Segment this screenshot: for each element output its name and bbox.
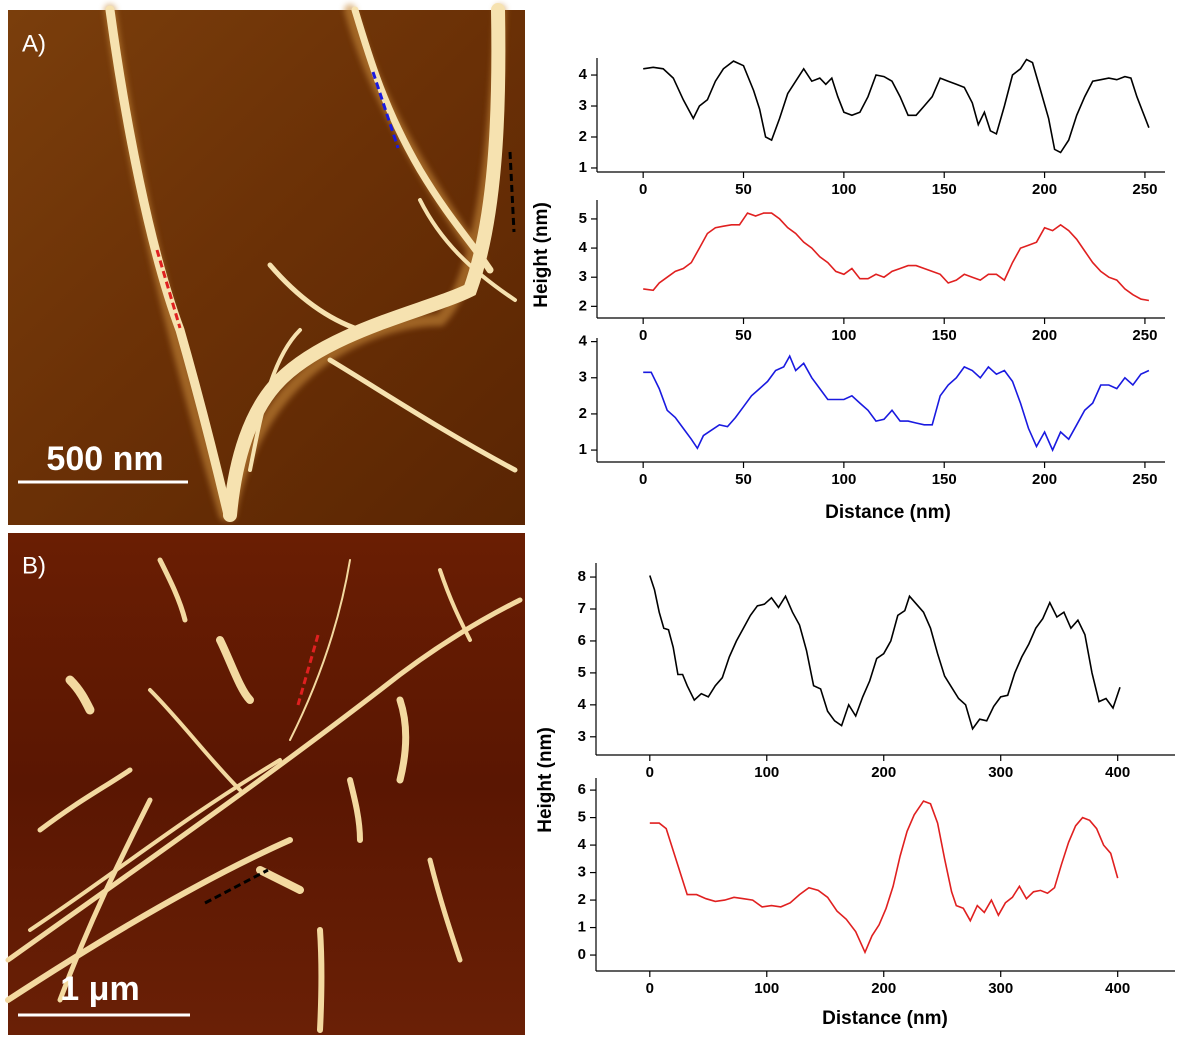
y-tick-label: 8: [578, 568, 586, 585]
line-series: [643, 60, 1149, 153]
x-tick-label: 100: [754, 764, 779, 781]
line-series: [650, 576, 1120, 729]
y-tick-label: 4: [579, 333, 588, 350]
x-tick-label: 0: [639, 471, 647, 488]
y-tick-label: 2: [578, 891, 586, 908]
y-tick-label: 4: [579, 66, 588, 83]
line-series: [643, 356, 1149, 450]
y-tick-label: 3: [579, 369, 587, 386]
y-tick-label: 1: [579, 441, 587, 458]
x-tick-label: 400: [1105, 980, 1130, 997]
x-tick-label: 250: [1132, 181, 1157, 198]
x-tick-label: 100: [754, 980, 779, 997]
y-tick-label: 2: [579, 405, 587, 422]
y-tick-label: 3: [578, 864, 586, 881]
panel-label: B): [22, 552, 46, 579]
x-tick-label: 100: [831, 471, 856, 488]
x-tick-label: 0: [646, 764, 654, 781]
x-tick-label: 200: [1032, 181, 1057, 198]
figure: A) B) 500 nm 1 μm Height (nm) Height (nm…: [0, 0, 1189, 1041]
x-tick-label: 200: [1032, 327, 1057, 344]
x-tick-label: 50: [735, 327, 752, 344]
afm-image-b: [8, 533, 525, 1035]
x-tick-label: 250: [1132, 327, 1157, 344]
x-tick-label: 150: [932, 471, 957, 488]
scale-bar-label: 500 nm: [46, 440, 163, 478]
x-tick-label: 250: [1132, 471, 1157, 488]
x-tick-label: 0: [646, 980, 654, 997]
x-tick-label: 200: [1032, 471, 1057, 488]
y-tick-label: 5: [578, 809, 586, 826]
x-tick-label: 300: [988, 764, 1013, 781]
y-tick-label: 3: [579, 268, 587, 285]
panel-label: A): [22, 30, 46, 57]
y-tick-label: 1: [579, 159, 587, 176]
y-tick-label: 4: [578, 696, 587, 713]
x-tick-label: 50: [735, 471, 752, 488]
y-tick-label: 1: [578, 919, 586, 936]
y-tick-label: 2: [579, 128, 587, 145]
y-axis-label: Height (nm): [531, 202, 552, 308]
x-axis-label: Distance (nm): [825, 502, 951, 523]
y-tick-label: 6: [578, 781, 586, 798]
y-tick-label: 4: [579, 239, 588, 256]
x-tick-label: 400: [1105, 764, 1130, 781]
x-tick-label: 100: [831, 181, 856, 198]
y-axis-label: Height (nm): [535, 727, 556, 833]
y-tick-label: 5: [578, 664, 586, 681]
y-tick-label: 2: [579, 297, 587, 314]
y-tick-label: 3: [579, 97, 587, 114]
x-tick-label: 150: [932, 327, 957, 344]
line-series: [650, 801, 1118, 952]
x-axis-label: Distance (nm): [822, 1008, 948, 1029]
x-tick-label: 0: [639, 327, 647, 344]
x-tick-label: 50: [735, 181, 752, 198]
y-tick-label: 3: [578, 728, 586, 745]
y-tick-label: 4: [578, 836, 587, 853]
x-tick-label: 100: [831, 327, 856, 344]
scale-bar-label: 1 μm: [60, 970, 139, 1008]
y-tick-label: 5: [579, 210, 587, 227]
x-tick-label: 200: [871, 764, 896, 781]
y-tick-label: 7: [578, 600, 586, 617]
y-tick-label: 6: [578, 632, 586, 649]
x-tick-label: 200: [871, 980, 896, 997]
x-tick-label: 300: [988, 980, 1013, 997]
x-tick-label: 0: [639, 181, 647, 198]
x-tick-label: 150: [932, 181, 957, 198]
line-series: [643, 213, 1149, 300]
y-tick-label: 0: [578, 946, 586, 963]
